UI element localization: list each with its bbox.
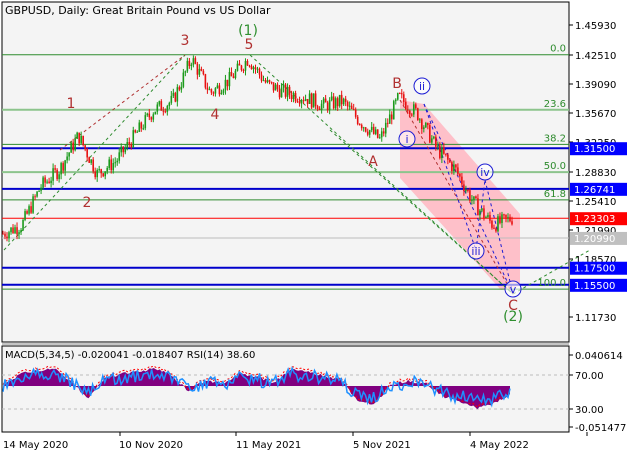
svg-text:61.8: 61.8 [544,189,566,200]
price-tick: 1.11730 [575,313,616,324]
wave-label: (2) [503,309,523,325]
price-label-text: 1.20990 [574,234,615,245]
wave-label-circled: iv [480,166,490,179]
svg-text:23.6: 23.6 [544,99,566,110]
macd-rsi-indicator [2,365,569,410]
price-label-text: 1.31500 [574,144,615,155]
price-tick: 1.21990 [575,226,616,237]
wave-label: 4 [211,107,220,123]
wave-label-circled: ii [419,80,425,93]
wave-label: C [508,298,518,314]
time-tick: 14 May 2020 [3,440,68,451]
horizontal-levels[interactable] [2,54,569,290]
price-label-text: 1.23303 [574,214,615,225]
price-label-badge [570,142,627,156]
wave-label: (1) [238,23,258,39]
price-label-text: 1.15500 [574,281,615,292]
time-tick: 10 Nov 2020 [119,440,183,451]
fibonacci-labels: 0.0 23.6 38.2 50.0 61.8 100.0 [537,44,566,289]
indicator-tick: 0.040614 [575,351,623,362]
price-tick: 1.28830 [575,168,616,179]
time-tick: 11 May 2021 [236,440,301,451]
wave-label-circled: v [510,283,517,296]
wave-label: 5 [245,37,254,53]
price-label-badge [570,182,627,196]
price-tick: 1.42510 [575,51,616,62]
price-label-badge [570,212,627,226]
wave-label: 2 [83,195,92,211]
svg-text:38.2: 38.2 [544,133,566,144]
price-label-badge [570,261,627,275]
price-tick: 1.45930 [575,21,616,32]
price-label-badge [570,278,627,292]
indicator-tick: -0.051477 [575,423,626,434]
svg-text:0.0: 0.0 [550,44,566,55]
wave-label: A [368,154,378,170]
svg-text:100.0: 100.0 [537,278,566,289]
price-tick: 1.18570 [575,255,616,266]
chart-title: GBPUSD, Daily: Great Britain Pound vs US… [5,4,271,17]
price-tick: 1.39090 [575,80,616,91]
axes: 1.459301.425101.390901.356701.322501.288… [3,21,627,451]
price-bars [2,55,513,243]
time-tick: 4 May 2022 [470,440,529,451]
wave-label: 1 [67,96,76,112]
price-label-badge [570,231,627,245]
wave-label-circled: iii [471,245,480,258]
price-tick: 1.35670 [575,109,616,120]
indicator-tick: 30.00 [575,405,604,416]
wave-label: 3 [181,33,190,49]
price-tick: 1.25410 [575,197,616,208]
indicator-label: MACD(5,34,5) -0.020041 -0.018407 RSI(14)… [5,350,255,361]
svg-text:50.0: 50.0 [544,161,566,172]
wave-label-circled: i [405,133,408,146]
indicator-tick: 70.00 [575,371,604,382]
price-label-text: 1.26741 [574,185,615,196]
time-tick: 5 Nov 2021 [353,440,411,451]
price-label-text: 1.17500 [574,264,615,275]
wave-label: B [392,76,402,92]
